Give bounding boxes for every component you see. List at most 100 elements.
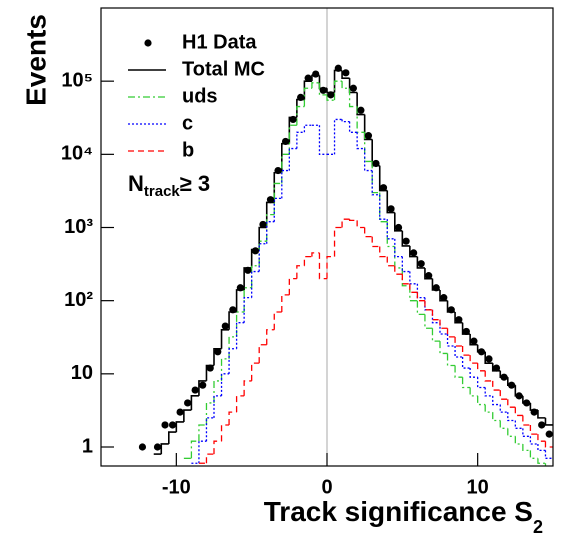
hist-step [281, 169, 290, 199]
hist-step [529, 436, 538, 445]
hist-step [529, 424, 538, 435]
hist-step [409, 271, 418, 285]
hist-step [356, 220, 365, 229]
hist-step [477, 363, 486, 372]
data-point [470, 337, 478, 345]
data-point [161, 421, 169, 429]
hist-step [198, 424, 207, 442]
y-tick-label: 1 [82, 435, 93, 457]
hist-step [484, 387, 493, 397]
hist-step [348, 219, 358, 222]
hist-step [431, 309, 440, 321]
hist-step [198, 380, 207, 396]
hist-step [266, 329, 275, 345]
hist-step [446, 334, 456, 347]
data-point [153, 443, 162, 451]
data-point [440, 294, 448, 302]
hist-step [258, 243, 267, 272]
data-point [417, 260, 425, 268]
hist-step [454, 365, 463, 378]
hist-step [326, 94, 335, 101]
data-point [523, 399, 531, 407]
hist-step [281, 153, 290, 184]
data-point [199, 381, 207, 389]
hist-step [371, 170, 380, 196]
hist-step [446, 353, 456, 367]
hist-step [318, 125, 327, 155]
hist-step [461, 346, 471, 356]
hist-step [544, 450, 553, 459]
x-axis-label-sub: 2 [533, 517, 543, 537]
hist-step [469, 355, 478, 364]
hist-step [386, 256, 395, 267]
hist-step [303, 124, 312, 133]
data-point [515, 392, 523, 400]
hist-step [341, 218, 350, 228]
legend-label: uds [182, 85, 218, 107]
hist-step [544, 441, 553, 448]
hist-step [228, 411, 237, 425]
hist-step [492, 395, 501, 406]
hist-step [296, 105, 305, 126]
hist-step [401, 274, 410, 285]
data-point [364, 132, 373, 140]
hist-step [190, 395, 199, 411]
data-point [500, 373, 508, 381]
hist-step [416, 292, 425, 302]
legend-label: Total MC [182, 58, 265, 80]
hist-step [281, 294, 290, 313]
data-point [274, 166, 282, 175]
hist-step [461, 356, 471, 369]
hist-step [220, 328, 230, 349]
data-point [379, 184, 388, 192]
hist-step [544, 417, 553, 426]
hist-step [386, 219, 395, 240]
hist-step [326, 255, 335, 279]
hist-step [477, 395, 486, 406]
hist-step [507, 428, 516, 437]
hist-step [424, 314, 433, 329]
data-point [229, 306, 237, 314]
hist-step [469, 368, 478, 378]
hist-step [251, 362, 260, 381]
hist-step [522, 428, 531, 437]
hist-step [364, 227, 373, 238]
hist-step [235, 395, 245, 413]
hist-step [409, 245, 418, 258]
hist-step [484, 370, 493, 382]
hist-step [386, 190, 395, 214]
hist-step [409, 285, 418, 302]
data-point [297, 93, 305, 101]
data-point [477, 348, 486, 356]
legend-marker [144, 39, 152, 47]
legend-label: H1 Data [182, 31, 257, 53]
y-tick-label: 10⁴ [61, 143, 93, 165]
hist-step [484, 404, 493, 413]
hist-step [213, 440, 222, 455]
hist-step [439, 319, 448, 329]
x-tick-label: 0 [321, 476, 332, 498]
y-axis-label: Events [20, 14, 51, 106]
hist-step [537, 434, 546, 442]
annotation: Ntrack≥ 3 [128, 171, 210, 200]
data-point [191, 386, 199, 394]
data-point [492, 364, 501, 372]
hist-step [190, 440, 199, 459]
hist-step [514, 407, 523, 417]
hist-step [205, 417, 214, 442]
hist-step [356, 92, 365, 116]
hist-step [311, 252, 320, 257]
data-point [206, 364, 214, 372]
data-point [266, 196, 275, 204]
hist-step [424, 300, 433, 311]
hist-step [507, 412, 516, 422]
hist-step [492, 412, 501, 422]
hist-step [205, 453, 214, 464]
data-point [447, 306, 455, 314]
hist-step [522, 415, 531, 426]
hist-step [288, 124, 297, 155]
hist-step [416, 256, 425, 269]
hist-step [514, 420, 523, 429]
hist-step [439, 322, 448, 335]
